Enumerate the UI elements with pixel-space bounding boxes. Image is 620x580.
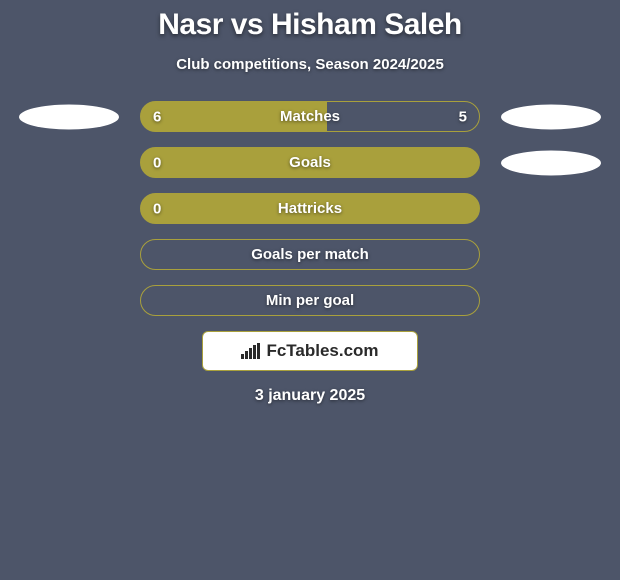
stat-row-matches: 6 Matches 5 bbox=[140, 101, 480, 132]
page-subtitle: Club competitions, Season 2024/2025 bbox=[176, 56, 444, 73]
stat-label: Matches bbox=[280, 108, 340, 125]
right-team-ellipse bbox=[501, 150, 601, 175]
stat-left-value: 0 bbox=[153, 154, 161, 171]
bar-chart-icon bbox=[241, 343, 260, 359]
stat-left-value: 0 bbox=[153, 200, 161, 217]
comparison-panel: Nasr vs Hisham Saleh Club competitions, … bbox=[0, 0, 620, 580]
brand-text: FcTables.com bbox=[266, 341, 378, 361]
brand-box[interactable]: FcTables.com bbox=[202, 331, 418, 371]
stat-label: Goals per match bbox=[251, 246, 369, 263]
left-team-ellipse bbox=[19, 104, 119, 129]
stat-row-goals: 0 Goals bbox=[140, 147, 480, 178]
stat-row-min-per-goal: Min per goal bbox=[140, 285, 480, 316]
stat-row-hattricks: 0 Hattricks bbox=[140, 193, 480, 224]
stat-label: Hattricks bbox=[278, 200, 342, 217]
stat-label: Min per goal bbox=[266, 292, 354, 309]
right-team-ellipse bbox=[501, 104, 601, 129]
stat-left-value: 6 bbox=[153, 108, 161, 125]
page-title: Nasr vs Hisham Saleh bbox=[158, 8, 462, 42]
stat-row-goals-per-match: Goals per match bbox=[140, 239, 480, 270]
stat-label: Goals bbox=[289, 154, 331, 171]
stat-rows: 6 Matches 5 0 Goals 0 Hattricks Goals pe… bbox=[0, 101, 620, 316]
date-label: 3 january 2025 bbox=[255, 387, 365, 405]
stat-right-value: 5 bbox=[459, 108, 467, 125]
